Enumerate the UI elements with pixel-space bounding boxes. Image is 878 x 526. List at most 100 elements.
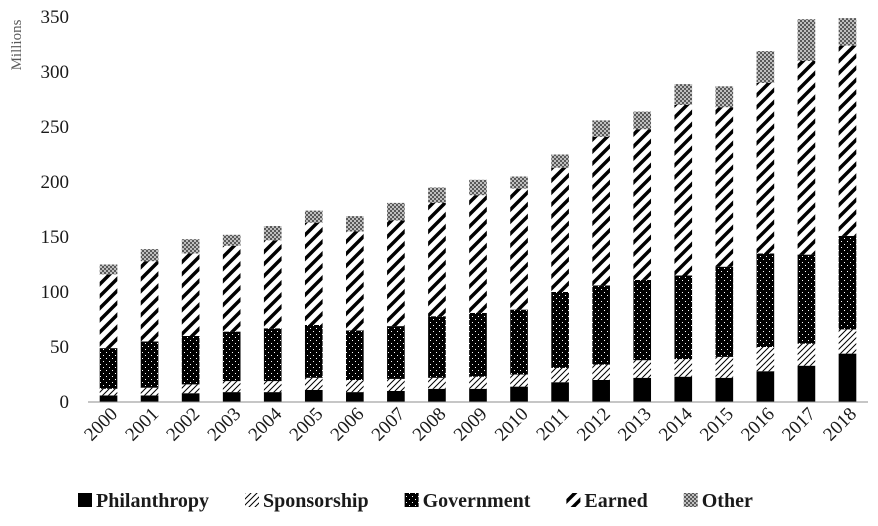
bar-segment-other (756, 51, 775, 83)
legend-swatch-other (683, 493, 698, 507)
bar-segment-earned (428, 202, 446, 317)
bar-segment-philanthropy (181, 393, 200, 402)
bar-segment-government (346, 330, 364, 380)
bar-segment-other (428, 187, 446, 203)
bar-segment-earned (592, 136, 610, 286)
bar-segment-other (838, 18, 857, 46)
x-tick-label: 2002 (162, 404, 204, 446)
bar-segment-sponsorship (715, 356, 734, 378)
bar-segment-philanthropy (592, 380, 610, 402)
bar-segment-philanthropy (838, 353, 857, 402)
bar-segment-other (140, 249, 159, 262)
y-tick-label: 350 (41, 7, 70, 28)
bar-segment-philanthropy (756, 371, 775, 402)
bar-segment-earned (797, 61, 816, 255)
y-tick-label: 300 (41, 62, 70, 83)
x-tick-label: 2012 (573, 404, 615, 446)
bar-segment-other (797, 19, 816, 61)
x-tick-label: 2014 (655, 403, 697, 445)
x-tick-label: 2003 (204, 404, 246, 446)
bar-segment-government (263, 328, 282, 382)
bar-segment-other (346, 216, 364, 232)
y-tick-label: 0 (60, 392, 70, 413)
bar-segment-earned (510, 188, 528, 310)
x-tick-label: 2005 (286, 404, 328, 446)
bar-segment-earned (715, 107, 734, 267)
y-tick-label: 200 (41, 172, 70, 193)
bar-segment-earned (633, 129, 652, 280)
bar-segment-sponsorship (346, 380, 364, 393)
bar-segment-sponsorship (838, 329, 857, 354)
x-tick-label: 2016 (737, 404, 779, 446)
x-tick-label: 2018 (819, 404, 861, 446)
x-tick-label: 2017 (778, 404, 820, 446)
bar-segment-earned (304, 222, 323, 325)
legend-label: Sponsorship (263, 490, 369, 512)
y-axis-ticks: 0 50 100 150 200 250 300 350 (41, 7, 70, 413)
bar-segment-philanthropy (99, 395, 118, 402)
bar-segment-government (633, 279, 652, 361)
bar-segment-government (715, 266, 734, 357)
legend: Philanthropy Sponsorship Government Earned O… (78, 490, 753, 512)
bar-segment-other (222, 234, 241, 246)
bar-segment-government (428, 316, 446, 378)
bar-segment-other (181, 239, 200, 254)
bar-segment-philanthropy (633, 377, 652, 402)
legend-swatch-philanthropy (78, 493, 92, 507)
bar-segment-government (222, 331, 241, 382)
bar-segment-other (469, 179, 487, 196)
bar-segment-government (510, 309, 528, 375)
bar-segment-earned (674, 105, 693, 276)
bar-segment-philanthropy (469, 388, 487, 402)
bar-segment-earned (263, 240, 282, 329)
x-tick-label: 2011 (532, 404, 573, 445)
legend-label: Earned (584, 490, 647, 512)
bar-segment-earned (387, 220, 405, 327)
bar-segment-sponsorship (797, 343, 816, 366)
bar-segment-earned (181, 253, 200, 336)
bar-segment-sponsorship (140, 387, 159, 396)
legend-swatch-government (404, 493, 419, 507)
legend-label: Philanthropy (96, 490, 209, 512)
bar-segment-other (551, 154, 569, 168)
bar-segment-sponsorship (181, 384, 200, 394)
bar-segment-other (304, 210, 323, 223)
bar-segment-philanthropy (387, 391, 405, 402)
y-tick-label: 100 (41, 282, 70, 303)
x-tick-label: 2007 (368, 404, 410, 446)
bar-segment-sponsorship (222, 381, 241, 393)
legend-label: Other (702, 490, 753, 512)
legend-swatch-sponsorship (245, 493, 259, 507)
bar-segment-philanthropy (263, 392, 282, 402)
legend-label: Government (423, 490, 531, 512)
bar-segment-sponsorship (304, 377, 323, 390)
y-axis-title: Millions (9, 19, 25, 70)
bar-segment-sponsorship (99, 388, 118, 396)
bar-segment-philanthropy (346, 392, 364, 402)
bar-segment-government (181, 336, 200, 385)
x-tick-label: 2008 (409, 404, 451, 446)
bar-segment-philanthropy (551, 382, 569, 402)
bar-segment-government (304, 325, 323, 378)
x-tick-label: 2015 (696, 404, 738, 446)
bar-segment-philanthropy (222, 392, 241, 402)
bar-segment-government (756, 253, 775, 347)
bar-segment-philanthropy (510, 386, 528, 402)
x-tick-label: 2000 (80, 404, 122, 446)
bar-segment-sponsorship (428, 377, 446, 389)
x-tick-label: 2013 (614, 404, 656, 446)
bar-segment-earned (469, 195, 487, 313)
bar-segment-government (551, 292, 569, 368)
bar-segment-sponsorship (551, 367, 569, 383)
bar-segment-other (592, 120, 610, 137)
bar-segment-other (510, 176, 528, 189)
bar-segment-philanthropy (797, 365, 816, 402)
y-tick-label: 150 (41, 227, 70, 248)
bars (99, 18, 857, 402)
bar-segment-philanthropy (428, 388, 446, 402)
x-tick-label: 2004 (245, 403, 287, 445)
bar-segment-other (633, 111, 652, 130)
bar-segment-earned (222, 245, 241, 332)
bar-segment-other (715, 86, 734, 108)
